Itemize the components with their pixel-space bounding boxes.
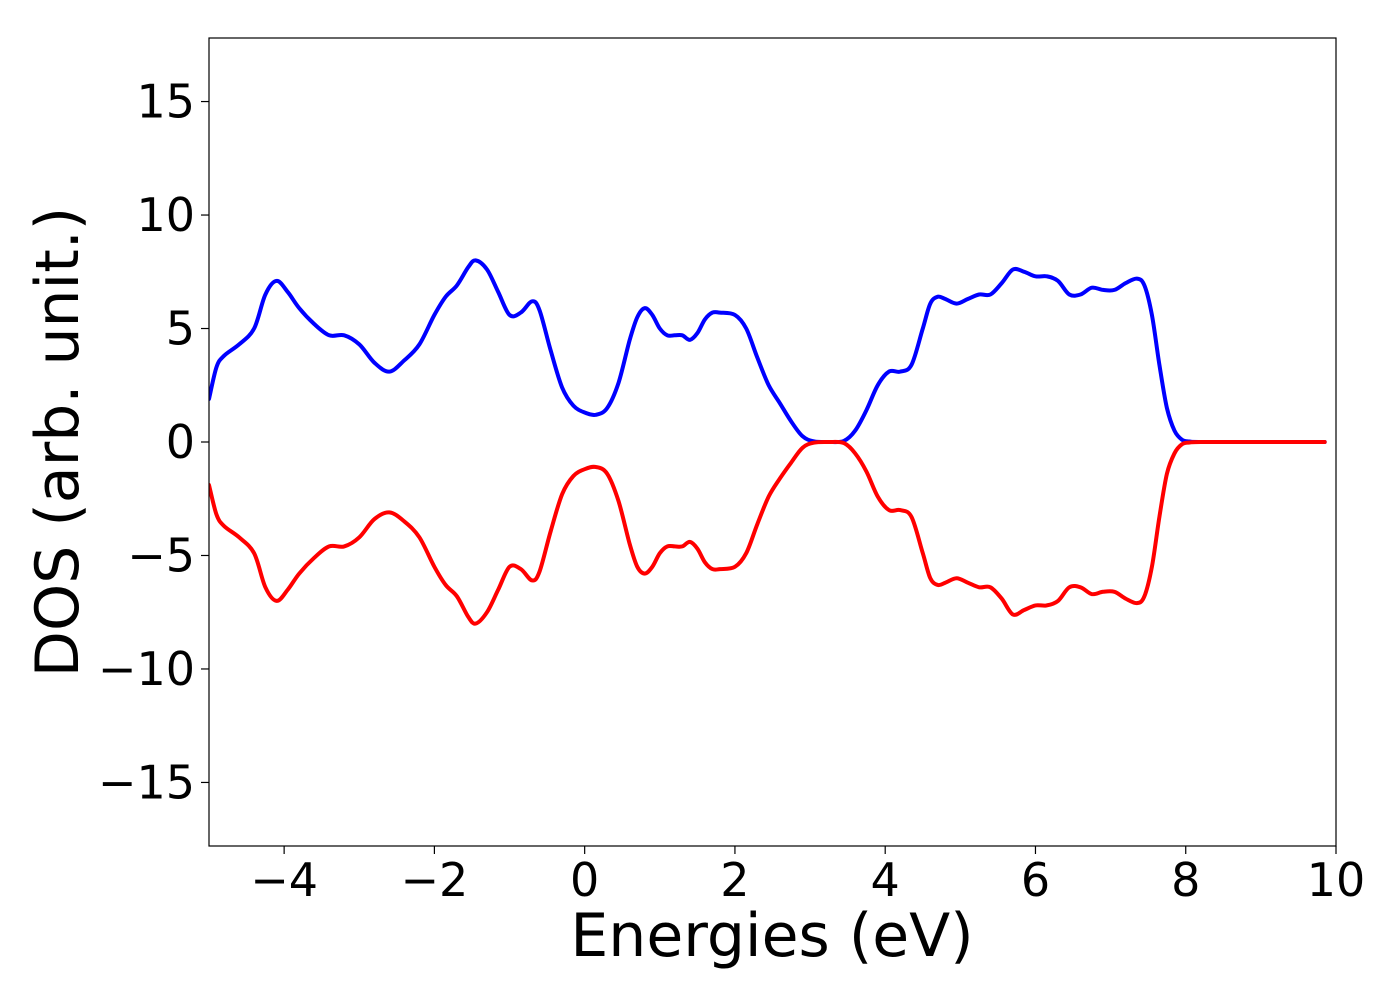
x-axis-ticks: −4 −2 0 2 4 6 8 10 <box>250 846 1365 907</box>
x-tick-label: 6 <box>1021 853 1050 907</box>
plot-frame <box>208 37 1337 847</box>
x-tick-label: −4 <box>250 853 318 907</box>
x-axis-label: Energies (eV) <box>570 901 973 971</box>
plot-background <box>209 38 1336 846</box>
y-tick-label: 10 <box>136 188 195 242</box>
y-tick-label: −5 <box>127 528 195 582</box>
y-tick-label: −15 <box>98 755 195 809</box>
y-tick-label: 0 <box>166 415 195 469</box>
series-lines <box>209 258 1327 626</box>
x-tick-label: 4 <box>871 853 900 907</box>
y-axis-label: DOS (arb. unit.) <box>23 207 93 677</box>
x-tick-label: 0 <box>570 853 599 907</box>
dos-line-positive <box>209 258 1327 445</box>
y-tick-label: 15 <box>136 75 195 129</box>
x-tick-label: 2 <box>720 853 749 907</box>
x-tick-label: −2 <box>400 853 468 907</box>
x-tick-label: 10 <box>1307 853 1366 907</box>
y-tick-label: 5 <box>166 302 195 356</box>
y-tick-label: −10 <box>98 642 195 696</box>
x-tick-label: 8 <box>1171 853 1200 907</box>
y-axis-ticks: −15 −10 −5 0 5 10 15 <box>98 75 209 809</box>
dos-line-negative <box>209 439 1327 626</box>
